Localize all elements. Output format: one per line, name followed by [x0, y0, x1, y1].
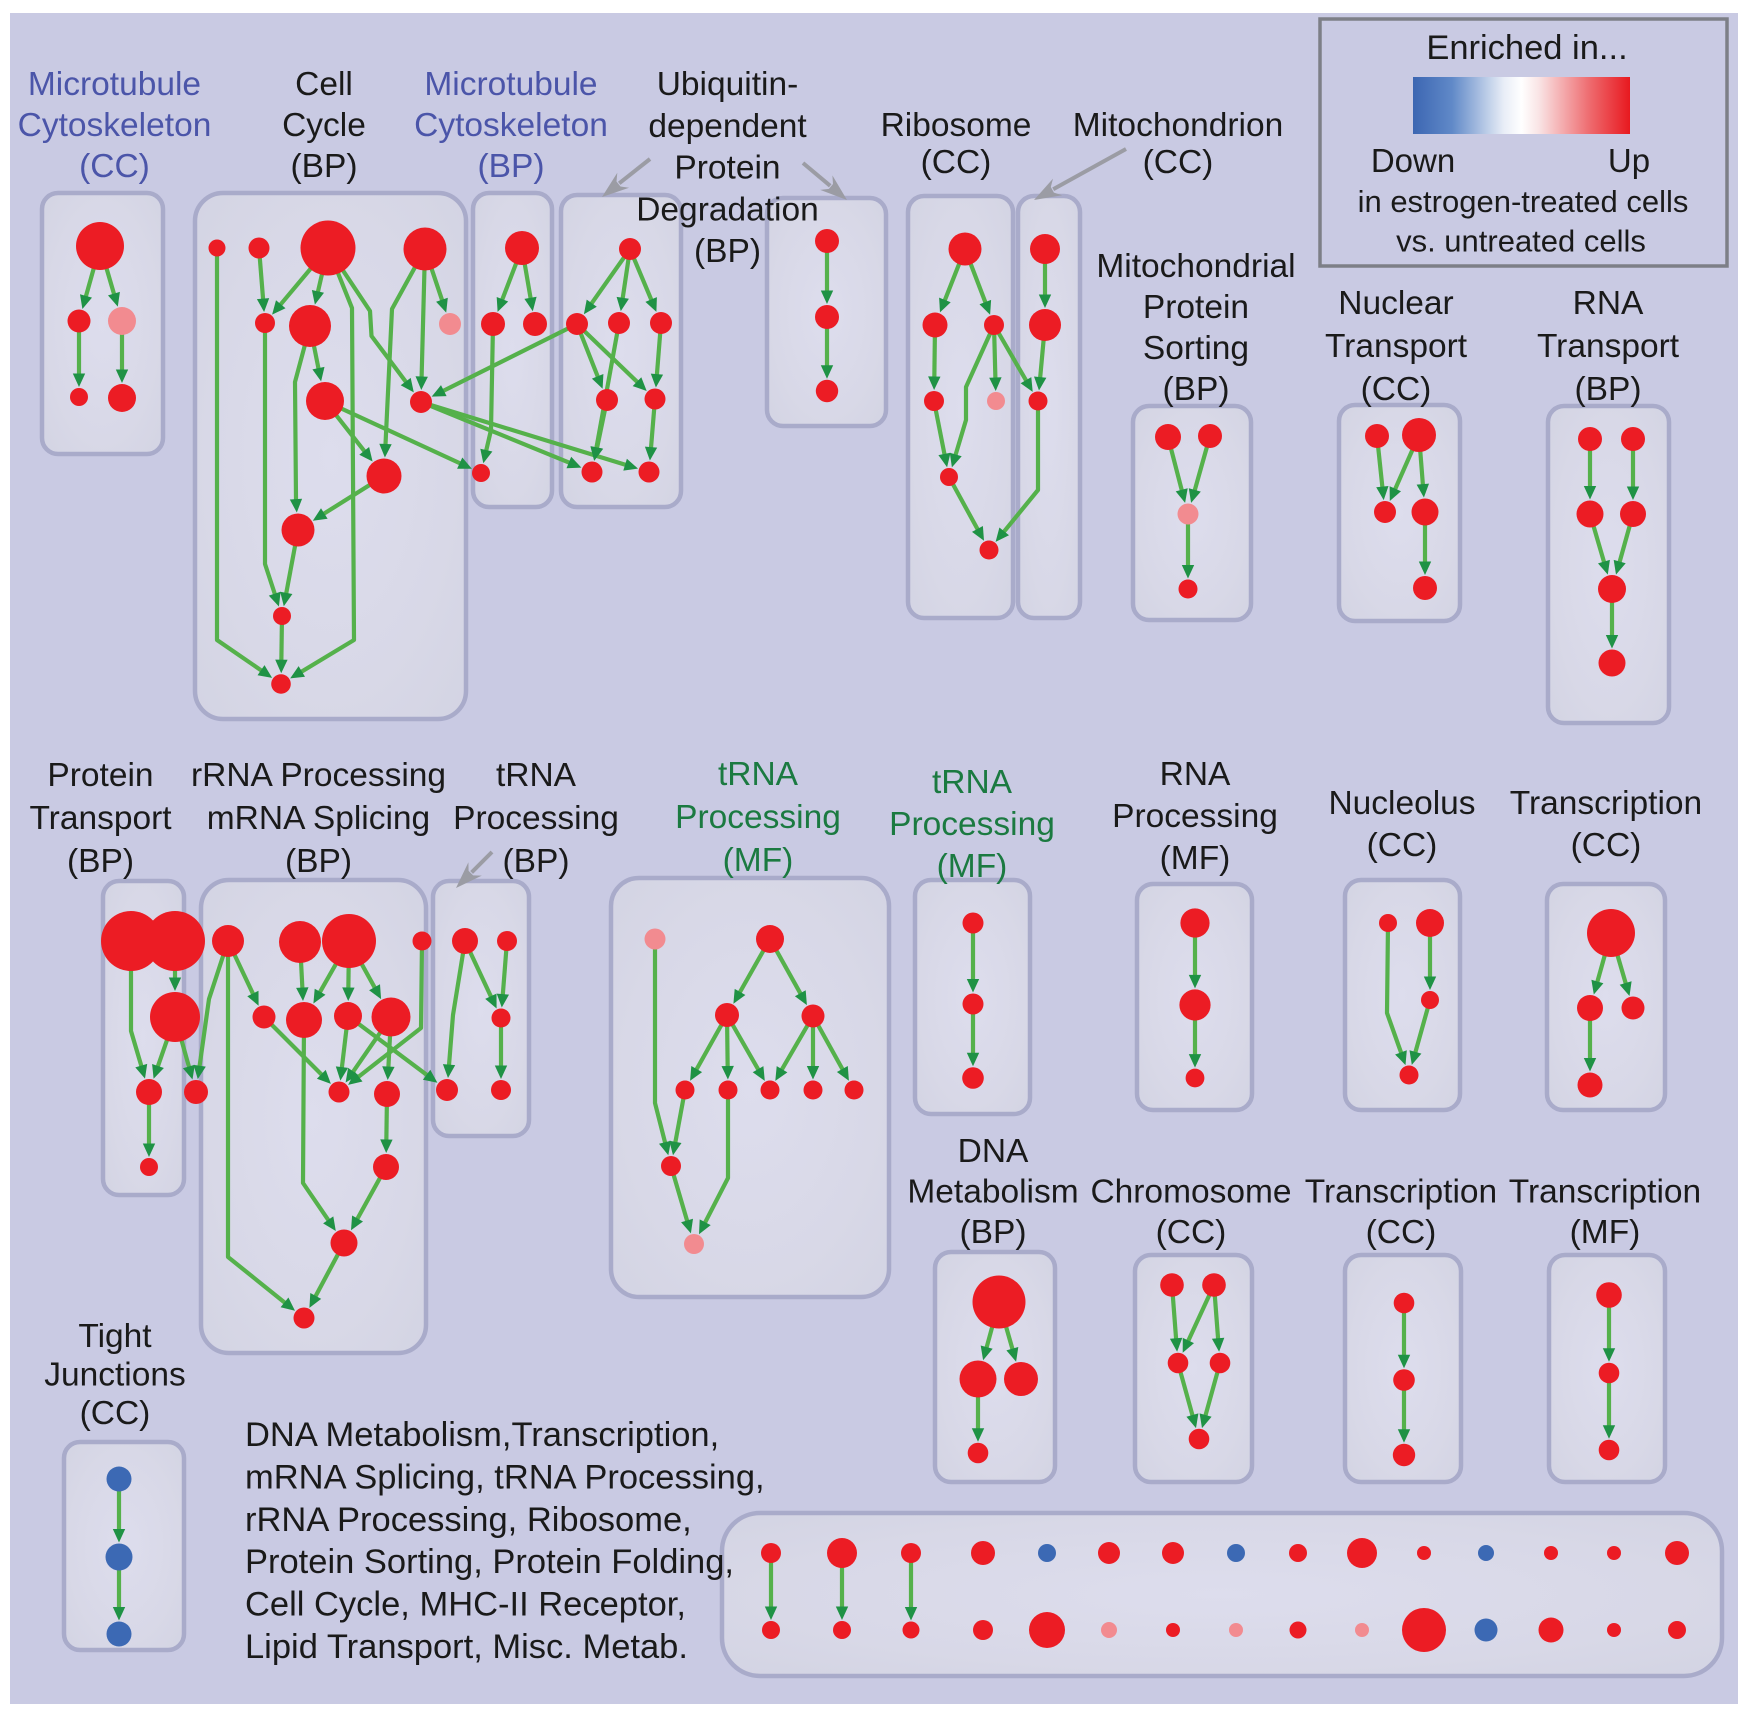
svg-text:Tight: Tight — [78, 1318, 152, 1355]
svg-text:Transcription: Transcription — [1509, 1174, 1701, 1211]
svg-text:Degradation: Degradation — [636, 191, 819, 228]
svg-text:Ribosome: Ribosome — [881, 107, 1032, 144]
svg-text:Up: Up — [1608, 142, 1650, 179]
svg-text:(BP): (BP) — [1163, 371, 1230, 408]
svg-text:(CC): (CC) — [80, 1395, 151, 1432]
svg-text:(MF): (MF) — [723, 842, 794, 879]
svg-text:(BP): (BP) — [285, 843, 352, 880]
svg-text:Chromosome: Chromosome — [1090, 1174, 1291, 1211]
svg-text:(MF): (MF) — [1160, 840, 1231, 877]
svg-text:Cytoskeleton: Cytoskeleton — [18, 107, 212, 144]
svg-text:tRNA: tRNA — [932, 764, 1013, 801]
svg-text:Protein: Protein — [674, 150, 780, 187]
svg-text:Transcription: Transcription — [1305, 1174, 1497, 1211]
svg-text:mRNA Splicing: mRNA Splicing — [207, 800, 430, 837]
svg-text:(CC): (CC) — [1143, 144, 1214, 181]
svg-text:(BP): (BP) — [67, 843, 134, 880]
svg-text:Transcription: Transcription — [1510, 785, 1702, 822]
svg-text:Microtubule: Microtubule — [424, 66, 597, 103]
svg-text:Mitochondrion: Mitochondrion — [1073, 107, 1283, 144]
svg-text:Enriched in...: Enriched in... — [1426, 29, 1627, 67]
svg-text:rRNA Processing, Ribosome,: rRNA Processing, Ribosome, — [245, 1501, 692, 1539]
svg-text:(CC): (CC) — [1367, 827, 1438, 864]
svg-text:Lipid Transport, Misc. Metab.: Lipid Transport, Misc. Metab. — [245, 1628, 688, 1666]
svg-text:Cell Cycle, MHC-II Receptor,: Cell Cycle, MHC-II Receptor, — [245, 1586, 686, 1624]
svg-text:tRNA: tRNA — [496, 757, 577, 794]
svg-text:Protein: Protein — [47, 757, 153, 794]
svg-text:Microtubule: Microtubule — [28, 66, 201, 103]
svg-text:Processing: Processing — [1112, 798, 1278, 835]
svg-text:vs. untreated cells: vs. untreated cells — [1396, 224, 1646, 259]
svg-text:Cycle: Cycle — [282, 107, 366, 144]
svg-text:Processing: Processing — [453, 800, 619, 837]
svg-text:Nucleolus: Nucleolus — [1328, 785, 1475, 822]
svg-text:RNA: RNA — [1160, 756, 1231, 793]
svg-text:(MF): (MF) — [1570, 1214, 1641, 1251]
svg-text:Metabolism: Metabolism — [907, 1174, 1078, 1211]
svg-text:DNA: DNA — [958, 1133, 1029, 1170]
svg-text:Nuclear: Nuclear — [1338, 285, 1453, 322]
svg-text:Transport: Transport — [1325, 328, 1468, 365]
svg-text:tRNA: tRNA — [718, 756, 799, 793]
svg-text:Junctions: Junctions — [44, 1357, 186, 1394]
svg-text:(BP): (BP) — [291, 148, 358, 185]
svg-text:(BP): (BP) — [478, 148, 545, 185]
svg-text:Transport: Transport — [29, 800, 172, 837]
svg-text:Transport: Transport — [1537, 328, 1680, 365]
svg-text:(CC): (CC) — [1361, 371, 1432, 408]
svg-text:(CC): (CC) — [1156, 1214, 1227, 1251]
svg-text:Processing: Processing — [675, 799, 841, 836]
svg-text:in estrogen-treated cells: in estrogen-treated cells — [1358, 184, 1689, 219]
svg-text:(BP): (BP) — [1575, 371, 1642, 408]
svg-text:(BP): (BP) — [694, 233, 761, 270]
svg-text:Protein: Protein — [1143, 289, 1249, 326]
svg-text:Sorting: Sorting — [1143, 330, 1249, 367]
svg-text:dependent: dependent — [648, 108, 807, 145]
svg-text:Cell: Cell — [295, 66, 353, 103]
svg-text:(CC): (CC) — [1571, 827, 1642, 864]
svg-text:rRNA Processing: rRNA Processing — [191, 757, 446, 794]
svg-text:Processing: Processing — [889, 806, 1055, 843]
svg-text:Protein Sorting, Protein Foldi: Protein Sorting, Protein Folding, — [245, 1543, 734, 1581]
svg-text:Cytoskeleton: Cytoskeleton — [414, 107, 608, 144]
svg-text:(BP): (BP) — [503, 843, 570, 880]
svg-text:(BP): (BP) — [960, 1214, 1027, 1251]
svg-text:DNA Metabolism,Transcription,: DNA Metabolism,Transcription, — [245, 1416, 719, 1454]
svg-text:Ubiquitin-: Ubiquitin- — [657, 66, 799, 103]
svg-text:RNA: RNA — [1573, 285, 1644, 322]
svg-text:mRNA Splicing, tRNA Processing: mRNA Splicing, tRNA Processing, — [245, 1458, 765, 1496]
svg-text:Down: Down — [1371, 142, 1455, 179]
svg-text:(CC): (CC) — [1366, 1214, 1437, 1251]
svg-text:(MF): (MF) — [937, 848, 1008, 885]
svg-text:Mitochondrial: Mitochondrial — [1096, 248, 1295, 285]
svg-text:(CC): (CC) — [921, 144, 992, 181]
svg-text:(CC): (CC) — [79, 148, 150, 185]
